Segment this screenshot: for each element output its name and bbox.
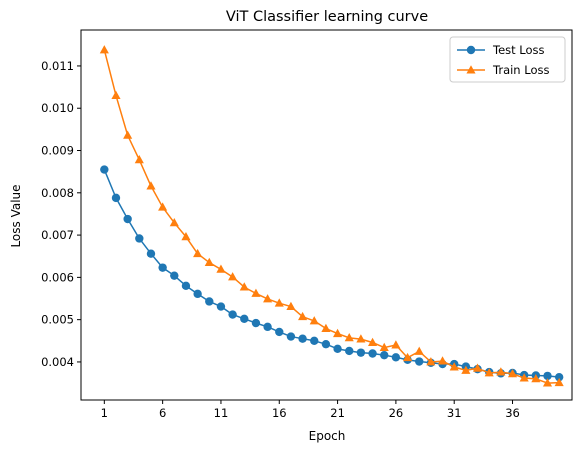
train-loss-point: [193, 248, 203, 258]
test-loss-point: [298, 334, 307, 343]
x-tick-label: 26: [389, 406, 404, 420]
train-loss-point: [321, 323, 331, 332]
train-loss-point: [239, 282, 249, 291]
legend-train-loss-marker: [466, 65, 476, 74]
x-tick-label: 31: [447, 406, 462, 420]
test-loss-point: [228, 310, 237, 319]
train-loss-point: [531, 374, 541, 383]
train-loss-point: [519, 373, 529, 382]
test-loss-point: [286, 332, 296, 341]
y-tick-label: 0.009: [41, 144, 74, 158]
train-loss-point: [123, 130, 133, 139]
test-loss-point: [345, 346, 354, 356]
plot-frame: [80, 29, 573, 401]
train-loss-point: [391, 340, 401, 349]
train-loss-point: [496, 367, 506, 376]
test-loss-point: [216, 302, 226, 311]
y-tick-label: 0.010: [41, 101, 74, 115]
test-loss-point: [111, 193, 121, 203]
plot-area: [99, 45, 564, 387]
axes: 1 6 11 16 21 26 31 360.0040.0050.0060.0070.0080…: [41, 59, 520, 420]
test-loss-point: [275, 327, 284, 337]
x-tick-label: 21: [330, 406, 345, 420]
train-loss-point: [298, 311, 308, 321]
test-loss-point: [333, 344, 342, 354]
test-loss-point: [380, 350, 389, 360]
test-loss-point: [321, 339, 331, 349]
train-loss-point: [356, 334, 366, 343]
train-loss-point: [344, 333, 354, 342]
train-loss-point: [286, 301, 296, 310]
test-loss-point: [263, 322, 272, 332]
y-tick-label: 0.011: [41, 59, 74, 73]
train-loss-point: [437, 356, 448, 365]
y-tick-label: 0.005: [41, 313, 74, 327]
test-loss-point: [181, 281, 191, 291]
x-axis-label: Epoch: [309, 429, 346, 443]
legend: Test Loss Train Loss: [449, 36, 566, 83]
test-loss-point: [100, 165, 109, 174]
test-loss-point: [310, 336, 319, 345]
legend-train-loss-label: Train Loss: [492, 63, 549, 77]
train-loss-point: [379, 342, 389, 352]
train-loss-point: [403, 352, 413, 362]
x-tick-label: 11: [214, 406, 229, 420]
x-tick-label: 1: [101, 406, 108, 420]
train-loss-point: [461, 365, 471, 374]
train-loss-point: [554, 377, 564, 387]
test-loss-point: [368, 349, 377, 358]
y-tick-label: 0.007: [41, 228, 74, 242]
train-loss-point: [368, 337, 378, 346]
test-loss-point: [356, 348, 366, 357]
legend-test-loss-label: Test Loss: [492, 43, 545, 57]
train-loss-point: [216, 264, 226, 273]
test-loss-point: [415, 357, 424, 366]
train-loss-point: [111, 90, 121, 99]
y-tick-label: 0.008: [41, 186, 74, 200]
train-loss-point: [507, 368, 518, 378]
test-loss-point: [158, 263, 167, 272]
train-loss-point: [146, 181, 156, 190]
train-loss-point: [472, 363, 483, 372]
test-loss-point: [193, 289, 202, 299]
legend-test-loss-marker: [466, 45, 476, 55]
train-loss-line: [103, 49, 560, 384]
train-loss-point: [99, 45, 109, 54]
train-loss-point: [251, 288, 261, 297]
y-tick-label: 0.006: [41, 270, 74, 284]
train-loss-point: [274, 298, 284, 307]
x-tick-label: 16: [272, 406, 287, 420]
test-loss-point: [543, 371, 552, 381]
test-loss-point: [123, 214, 132, 224]
train-loss-point: [426, 357, 436, 366]
train-loss-point: [263, 294, 273, 303]
train-loss-point: [134, 155, 144, 164]
y-tick-label: 0.004: [41, 355, 74, 369]
train-loss-point: [309, 316, 319, 325]
train-loss-point: [228, 272, 238, 281]
test-loss-point: [205, 297, 214, 306]
train-loss-point: [414, 346, 424, 355]
train-loss-point: [484, 368, 494, 377]
x-tick-label: 6: [159, 406, 166, 420]
test-loss-point: [170, 271, 179, 280]
train-loss-point: [158, 202, 168, 211]
test-loss-point: [251, 318, 261, 328]
test-loss-point: [135, 234, 144, 243]
train-loss-point: [169, 218, 179, 227]
train-loss-point: [204, 257, 214, 267]
chart-title: ViT Classifier learning curve: [226, 9, 428, 25]
train-loss-point: [542, 378, 553, 387]
train-loss-point: [449, 362, 459, 371]
test-loss-point: [391, 353, 401, 362]
train-loss-point: [181, 231, 191, 241]
train-loss-point: [333, 328, 343, 338]
x-tick-label: 36: [505, 406, 520, 420]
test-loss-point: [146, 249, 156, 258]
test-loss-point: [554, 372, 564, 382]
y-axis-label: Loss Value: [9, 184, 23, 247]
test-loss-point: [240, 314, 249, 324]
